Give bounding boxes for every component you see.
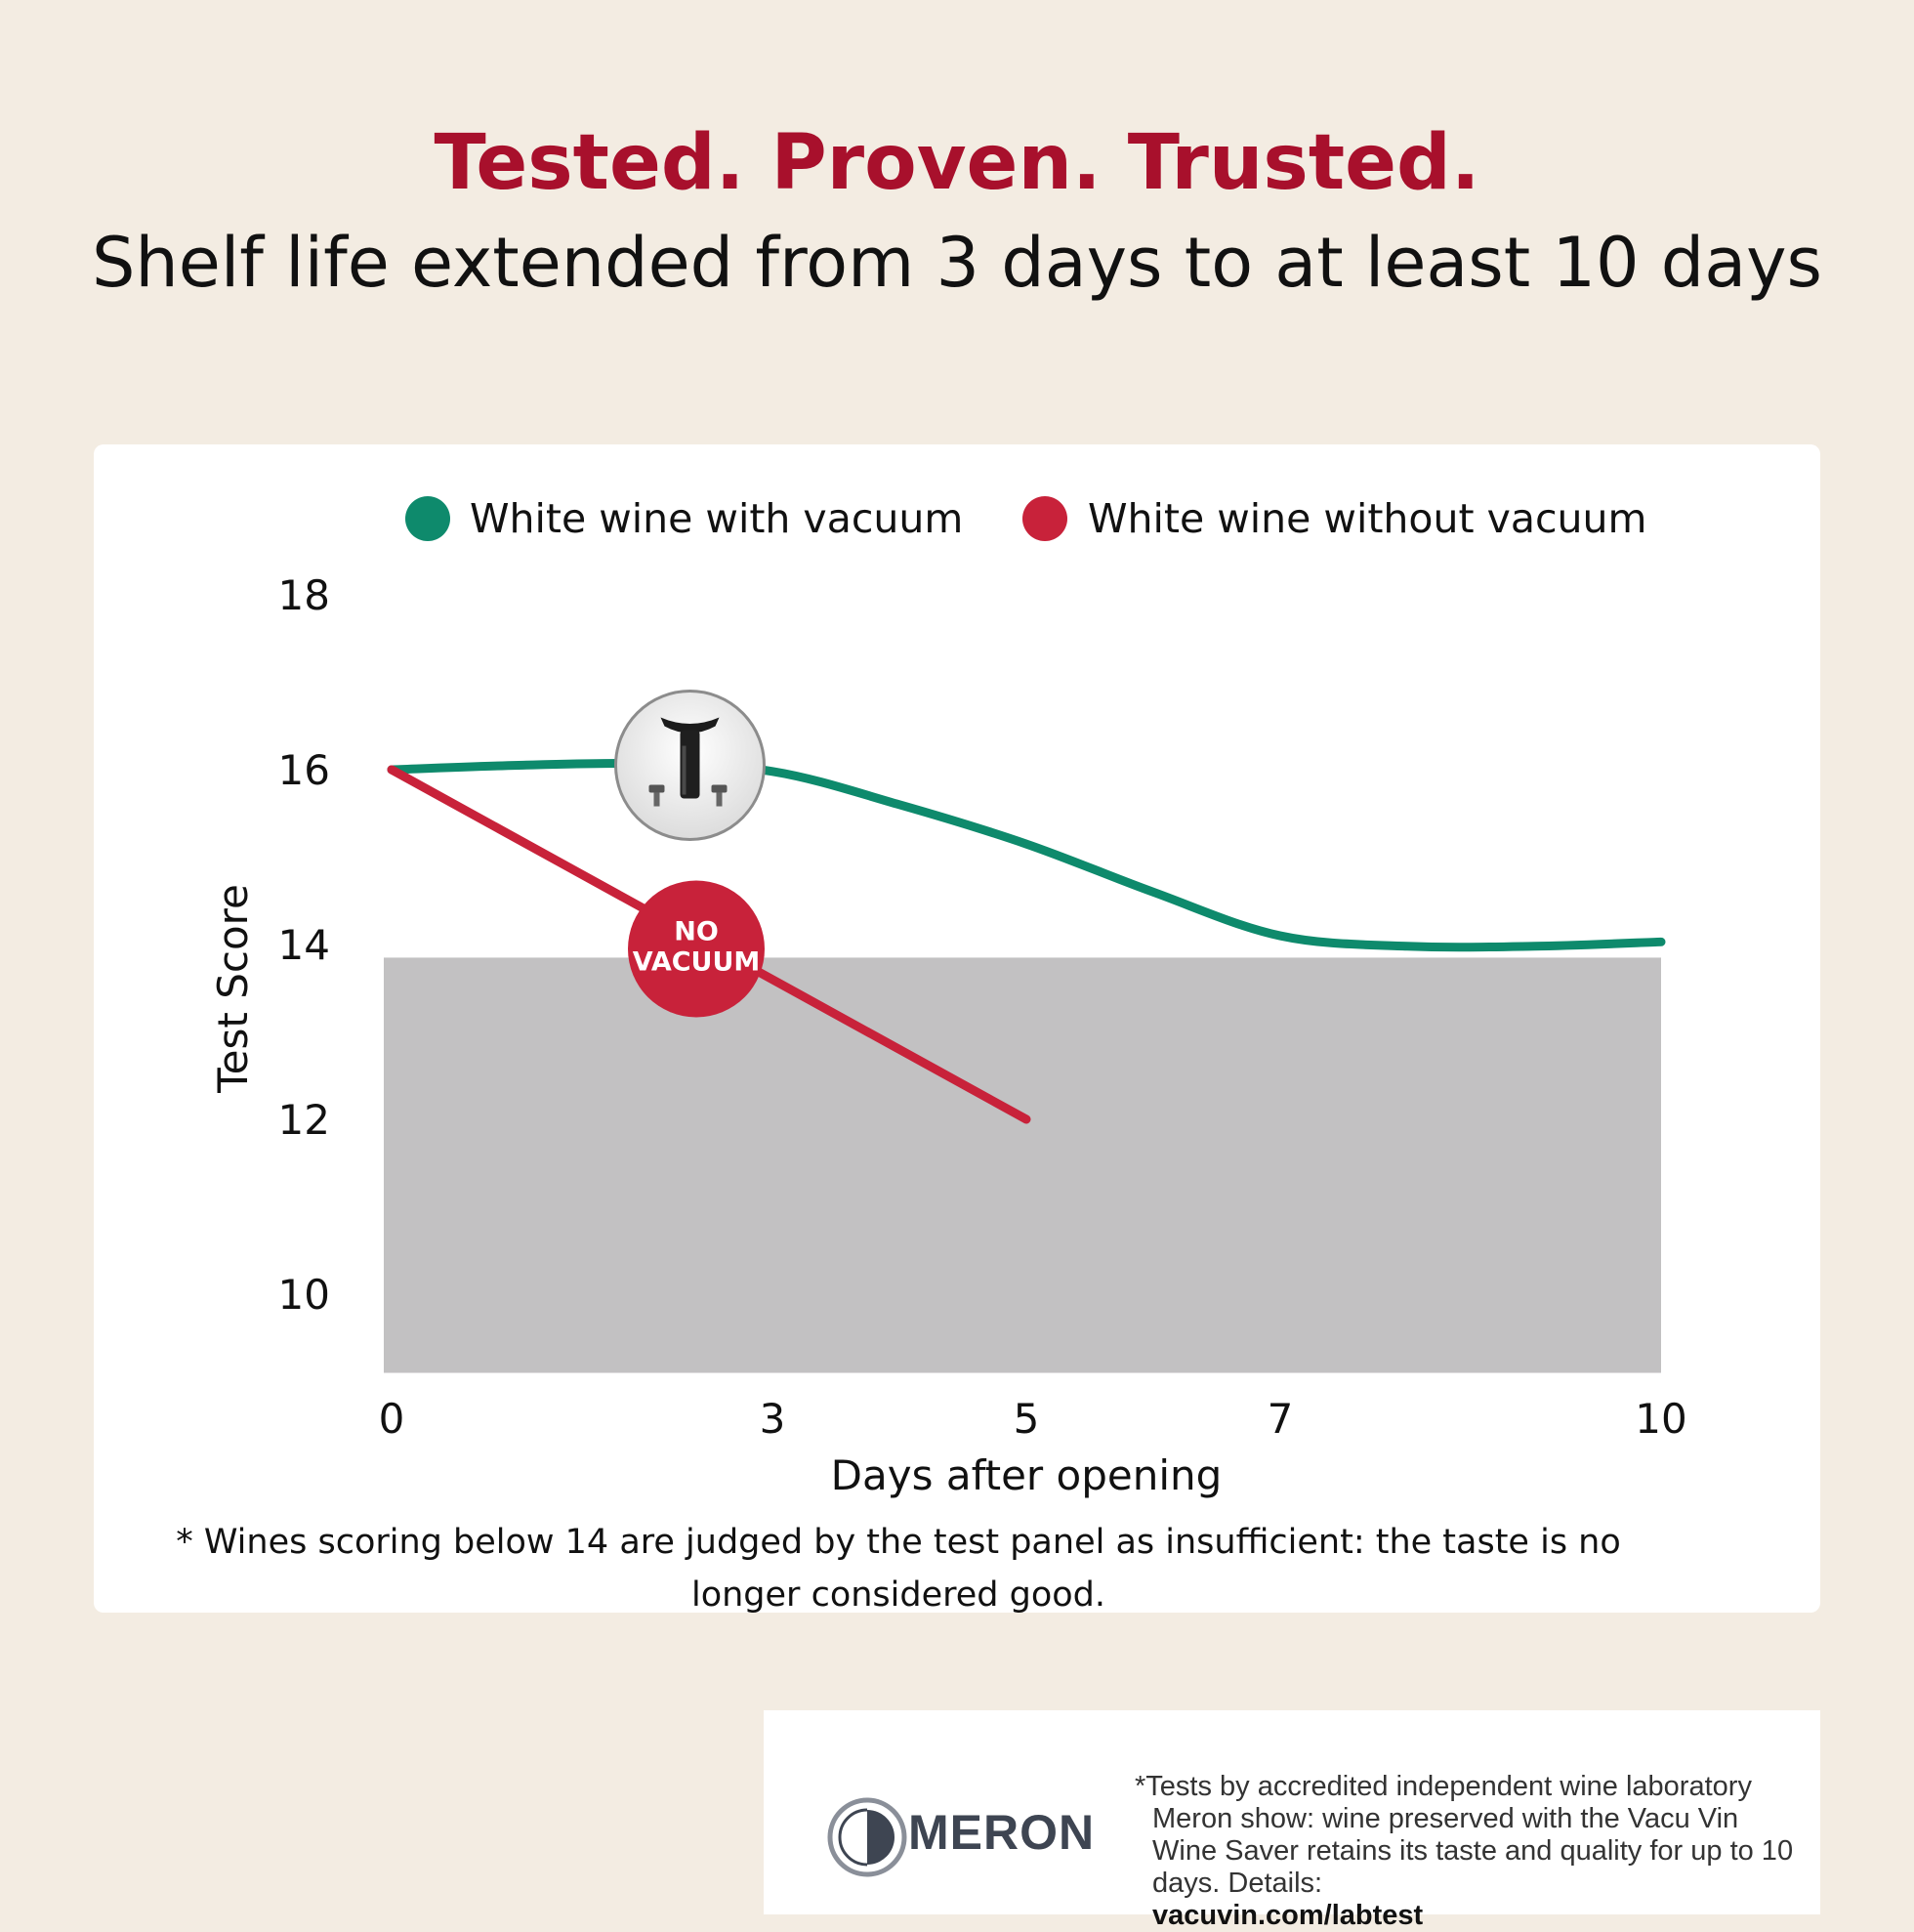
x-tick-label: 5 bbox=[1014, 1395, 1040, 1443]
vacuum-pump-icon bbox=[614, 690, 766, 842]
no-vacuum-badge: NO VACUUM bbox=[628, 880, 765, 1018]
chart-footnote: * Wines scoring below 14 are judged by t… bbox=[176, 1523, 1621, 1615]
line-chart: White wine with vacuum White wine without… bbox=[209, 495, 1687, 1499]
y-tick-label: 18 bbox=[278, 571, 330, 619]
chart-legend: White wine with vacuum White wine without… bbox=[405, 495, 1646, 542]
legend-swatch bbox=[405, 496, 450, 541]
meron-logo-icon bbox=[827, 1797, 907, 1877]
subheadline: Shelf life extended from 3 days to at le… bbox=[91, 223, 1823, 303]
x-tick-label: 10 bbox=[1635, 1395, 1686, 1443]
x-tick-label: 7 bbox=[1268, 1395, 1294, 1443]
lab-url-link[interactable]: vacuvin.com/labtest bbox=[1152, 1900, 1424, 1931]
meron-logo-text: MERON bbox=[908, 1805, 1096, 1860]
legend-label: White wine with vacuum bbox=[470, 495, 963, 542]
y-tick-label: 10 bbox=[278, 1271, 330, 1319]
x-axis-ticks: 0 3 5 7 10 bbox=[379, 1395, 1687, 1443]
y-tick-label: 12 bbox=[278, 1096, 330, 1144]
series-line bbox=[387, 758, 1666, 952]
threshold-band bbox=[384, 957, 1661, 1373]
y-axis-label: Test Score bbox=[209, 884, 257, 1094]
x-axis-label: Days after opening bbox=[831, 1451, 1223, 1499]
chart-card: White wine with vacuum White wine without… bbox=[94, 444, 1820, 1613]
y-tick-label: 16 bbox=[278, 746, 330, 794]
lab-credit-card: MERON *Tests by accredited independent w… bbox=[764, 1710, 1820, 1931]
no-vacuum-badge-line-1: NO bbox=[674, 916, 719, 946]
no-vacuum-badge-circle bbox=[628, 880, 765, 1018]
legend-swatch bbox=[1022, 496, 1067, 541]
no-vacuum-badge-line-2: VACUUM bbox=[633, 946, 761, 977]
lab-disclaimer: *Tests by accredited independent wine la… bbox=[1135, 1771, 1809, 1932]
headline: Tested. Proven. Trusted. bbox=[434, 119, 1480, 207]
legend-label: White wine without vacuum bbox=[1088, 495, 1646, 542]
lab-disclaimer-text: *Tests by accredited independent wine la… bbox=[1135, 1771, 1794, 1899]
y-axis-ticks: 10 12 14 16 18 bbox=[278, 571, 330, 1319]
x-tick-label: 0 bbox=[379, 1395, 405, 1443]
x-tick-label: 3 bbox=[760, 1395, 786, 1443]
y-tick-label: 14 bbox=[278, 921, 330, 969]
